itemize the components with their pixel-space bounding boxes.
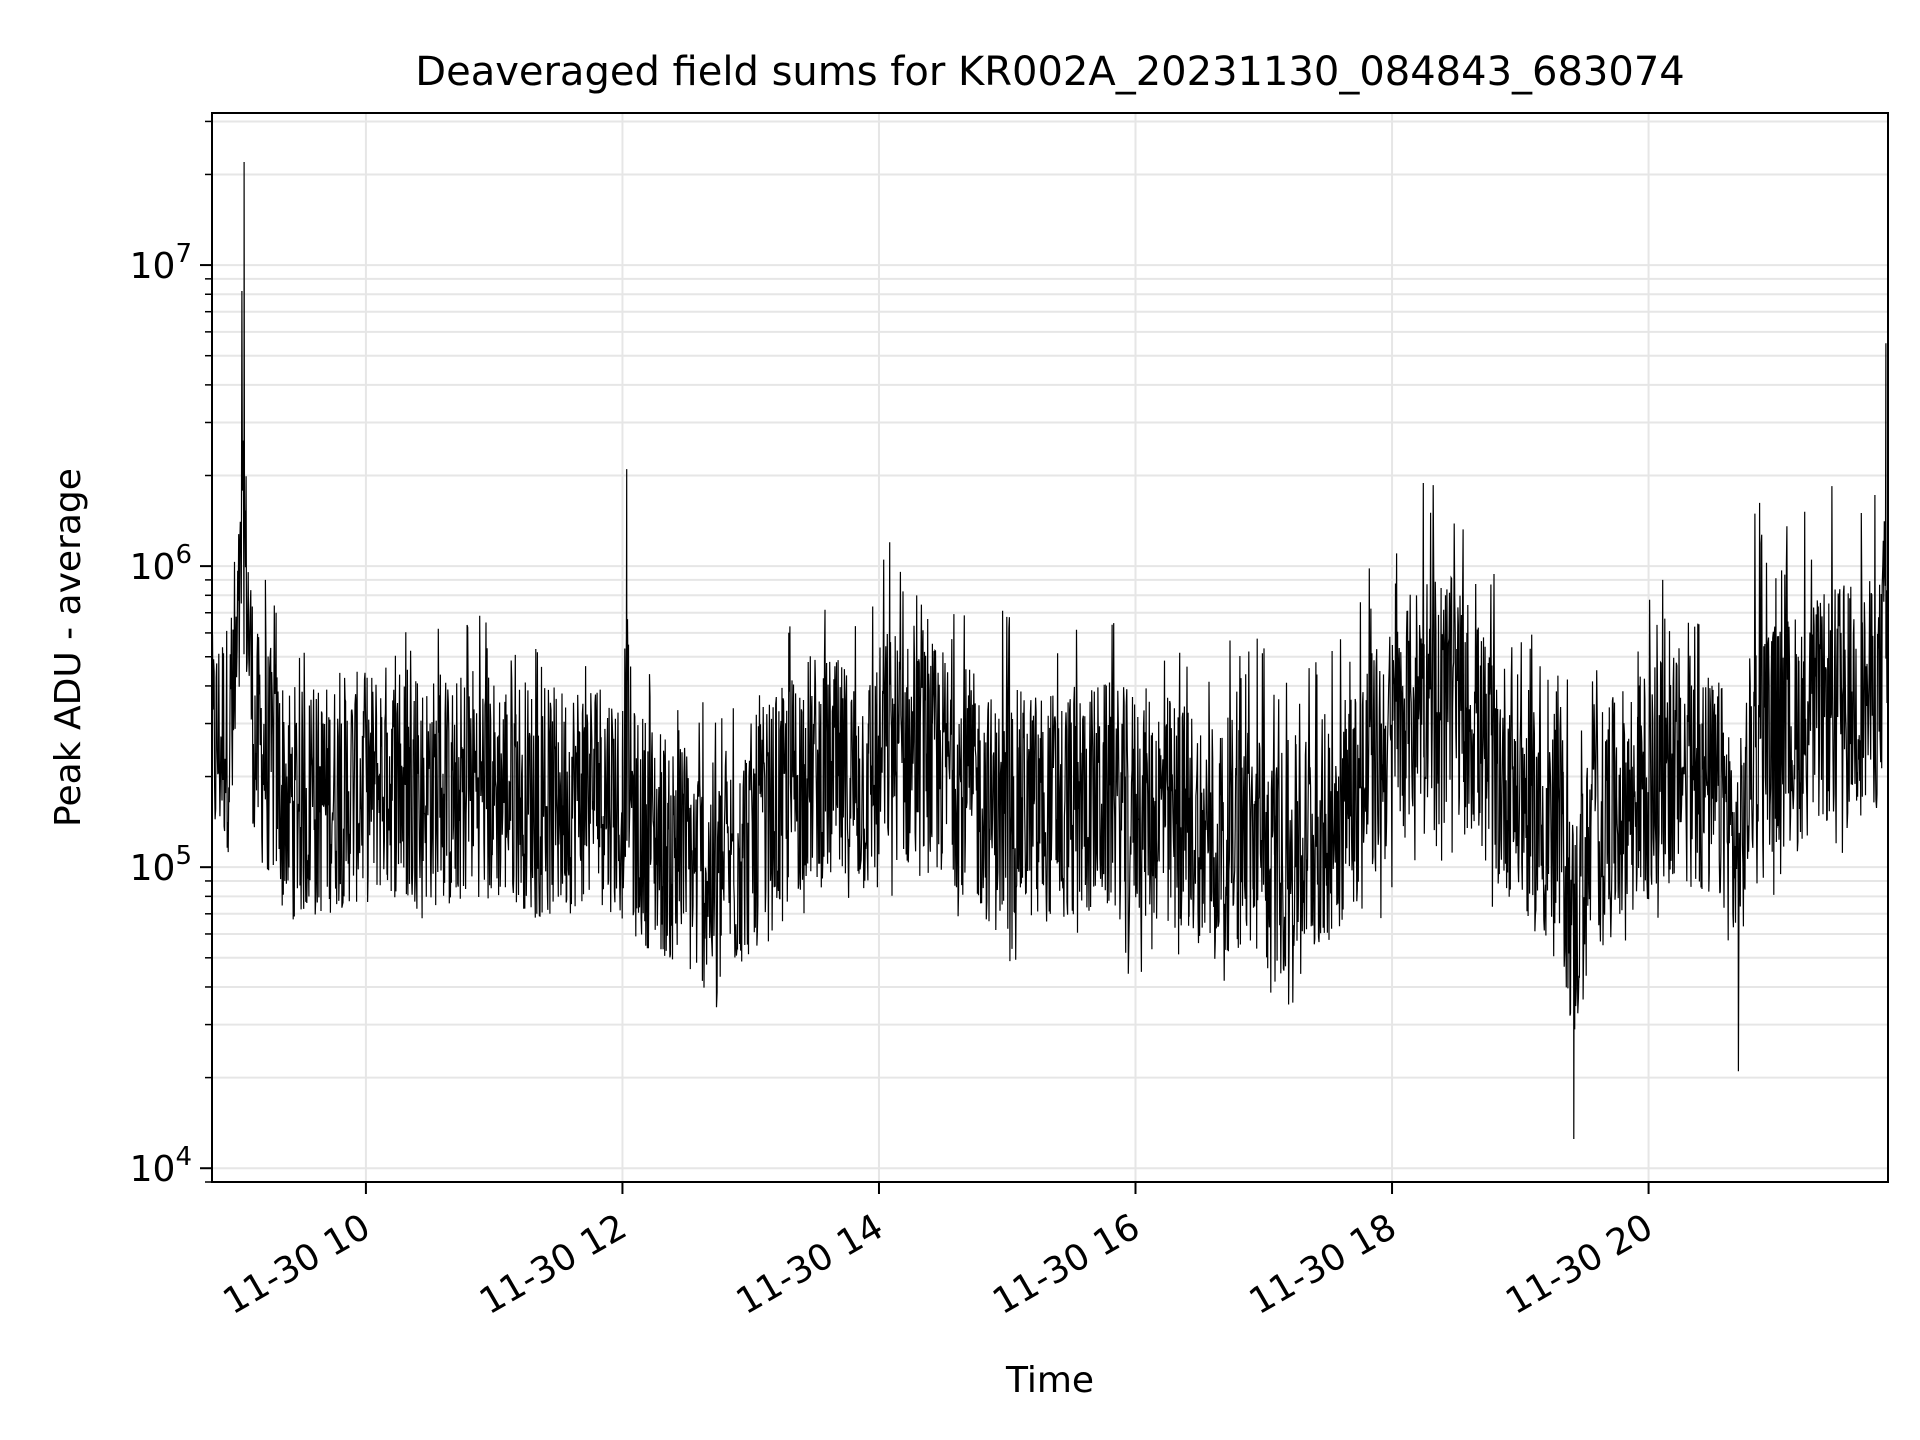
- axes-frame: [211, 112, 1889, 1183]
- y-tick-label: 105: [130, 841, 192, 889]
- chart-title: Deaveraged field sums for KR002A_2023113…: [415, 49, 1684, 95]
- y-axis-label: Peak ADU - average: [48, 468, 89, 827]
- x-axis-label: Time: [1005, 1360, 1094, 1401]
- data-series: [211, 161, 1889, 1140]
- y-tick-label: 106: [130, 540, 192, 588]
- y-tick-label: 107: [130, 239, 192, 287]
- y-tick-label: 104: [130, 1142, 192, 1190]
- series-line: [211, 161, 1889, 1140]
